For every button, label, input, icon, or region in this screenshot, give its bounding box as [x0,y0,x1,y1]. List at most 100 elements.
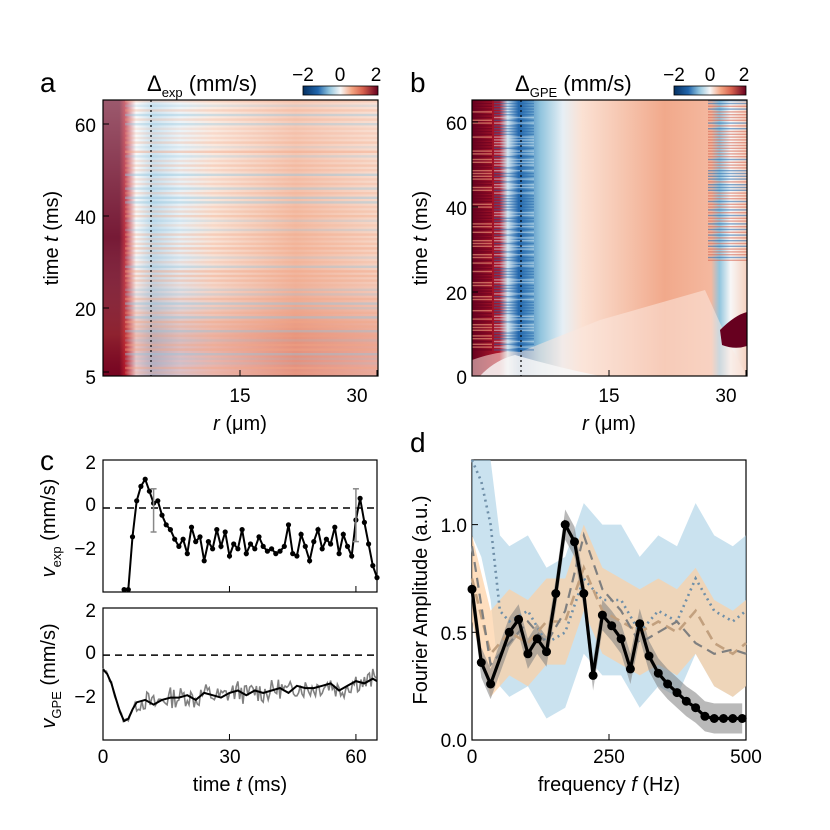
heatmap-b-stripe [494,150,534,152]
heatmap-b-stripe [708,228,747,231]
heatmap-b-stripe [708,226,747,228]
panel-d: d 0.0 0.5 1.0 0 250 500 frequency f (Hz)… [410,427,762,796]
heatmap-b-stripe [708,114,747,116]
heatmap-b-stripe [472,279,492,281]
heatmap-b-stripe [472,108,492,110]
heatmap-b-stripe [494,102,534,105]
heatmap-a-stripe [125,311,378,314]
heatmap-b-stripe [708,254,747,256]
heatmap-b-stripe [708,242,747,245]
data-point [476,658,486,667]
data-point [607,621,617,631]
ytick-b: 0 [456,368,467,389]
heatmap-b-stripe [494,156,534,158]
heatmap-b-stripe [494,290,534,292]
ylabel-a: time t (ms) [41,191,63,285]
heatmap-b-stripe [708,178,747,180]
heatmap-b-stripe [472,125,492,127]
heatmap-b-stripe [494,310,534,312]
series-line-gray-dashed [470,531,747,668]
ylabel-b: time t (ms) [410,191,432,285]
heatmap-a-stripe [125,307,378,310]
xtick-b: 15 [598,386,619,407]
heatmap-b-stripe [494,307,534,309]
data-point [737,714,747,723]
heatmap-b-stripe [494,147,534,149]
heatmap-b-stripe [472,100,492,102]
heatmap-b-stripe [472,122,492,124]
plot-c-top-frame [102,459,378,593]
data-point [332,524,338,530]
ytick-a: 40 [75,208,96,229]
heatmap-b-stripe [472,245,492,247]
heatmap-b-stripe [708,217,747,219]
heatmap-b-stripe [472,298,492,301]
heatmap-b-stripe [494,226,534,228]
colorbar-b-label: ΔGPE (mm/s) [515,71,632,100]
ytick-d: 0.5 [441,624,467,645]
data-point [588,670,598,680]
series-line-v-exp [124,476,378,591]
heatmap-b-stripe [494,220,534,222]
heatmap-b-stripe [494,206,534,208]
heatmap-b-stripe [472,329,492,331]
heatmap-b-stripes [472,100,747,351]
heatmap-b-stripe [494,195,534,197]
data-point [514,614,524,624]
heatmap-b-stripe [472,251,492,253]
heatmap-a-stripe [125,196,378,199]
data-point [532,634,542,644]
ytick-c-bottom: −2 [74,687,96,708]
heatmap-b-stripe [494,119,534,121]
heatmap-b-stripe [472,228,492,231]
heatmap-a-stripe [125,173,378,176]
heatmap-a-stripe [125,132,378,135]
heatmap-b-stripe [472,158,492,161]
heatmap-a-stripe [125,146,378,149]
data-point [344,543,351,550]
heatmap-b-stripe [494,265,534,267]
heatmap-b-stripe [494,167,534,169]
heatmap-b-stripe [494,276,534,278]
heatmap-b-stripe [494,209,534,211]
data-point [374,575,380,581]
heatmap-b-stripe [494,144,534,147]
ytick-a: 5 [85,368,96,389]
data-point [672,688,682,698]
heatmap-b-stripe [708,116,747,119]
heatmap-b-stripe [494,200,534,203]
heatmap-b-stripe [708,139,747,141]
heatmap-b-stripe [708,128,747,130]
heatmap-b-stripe [708,102,747,105]
data-point [226,553,233,559]
heatmap-b-stripe [494,192,534,194]
heatmap-b-stripe [708,203,747,205]
heatmap-b-stripe [472,214,492,217]
ylabel-d: Fourier Amplitude (a.u.) [410,496,432,705]
plot-c-top [102,476,380,593]
heatmap-a-stripe [125,288,378,291]
heatmap-a-stripe [125,353,378,356]
heatmap-a-stripe [125,127,378,130]
ylabel-c-top: vexp (mm/s) [38,479,64,578]
heatmap-b-stripe [708,136,747,138]
heatmap-a-stripe [125,187,378,190]
heatmap-b-stripe [472,315,492,317]
data-point [625,664,635,674]
colorbar-b-tick: −2 [663,65,685,86]
data-point [197,534,203,540]
data-point [146,488,152,494]
heatmap-a-stripes [125,100,378,374]
heatmap-a-stripe [125,104,378,107]
heatmap-b-stripe [708,105,747,107]
xtick-c: 30 [219,747,240,768]
colorbar-a-tick: 2 [371,65,382,86]
heatmap-b-stripe [472,102,492,105]
heatmap-b-stripe [472,259,492,261]
heatmap-b-stripe [494,184,534,186]
heatmap-a-stripe [125,371,378,374]
data-point [542,647,551,657]
heatmap-b-stripe [472,175,492,177]
xlabel-c: time t (ms) [193,774,287,796]
colorbar-b-tick: 0 [705,65,716,86]
